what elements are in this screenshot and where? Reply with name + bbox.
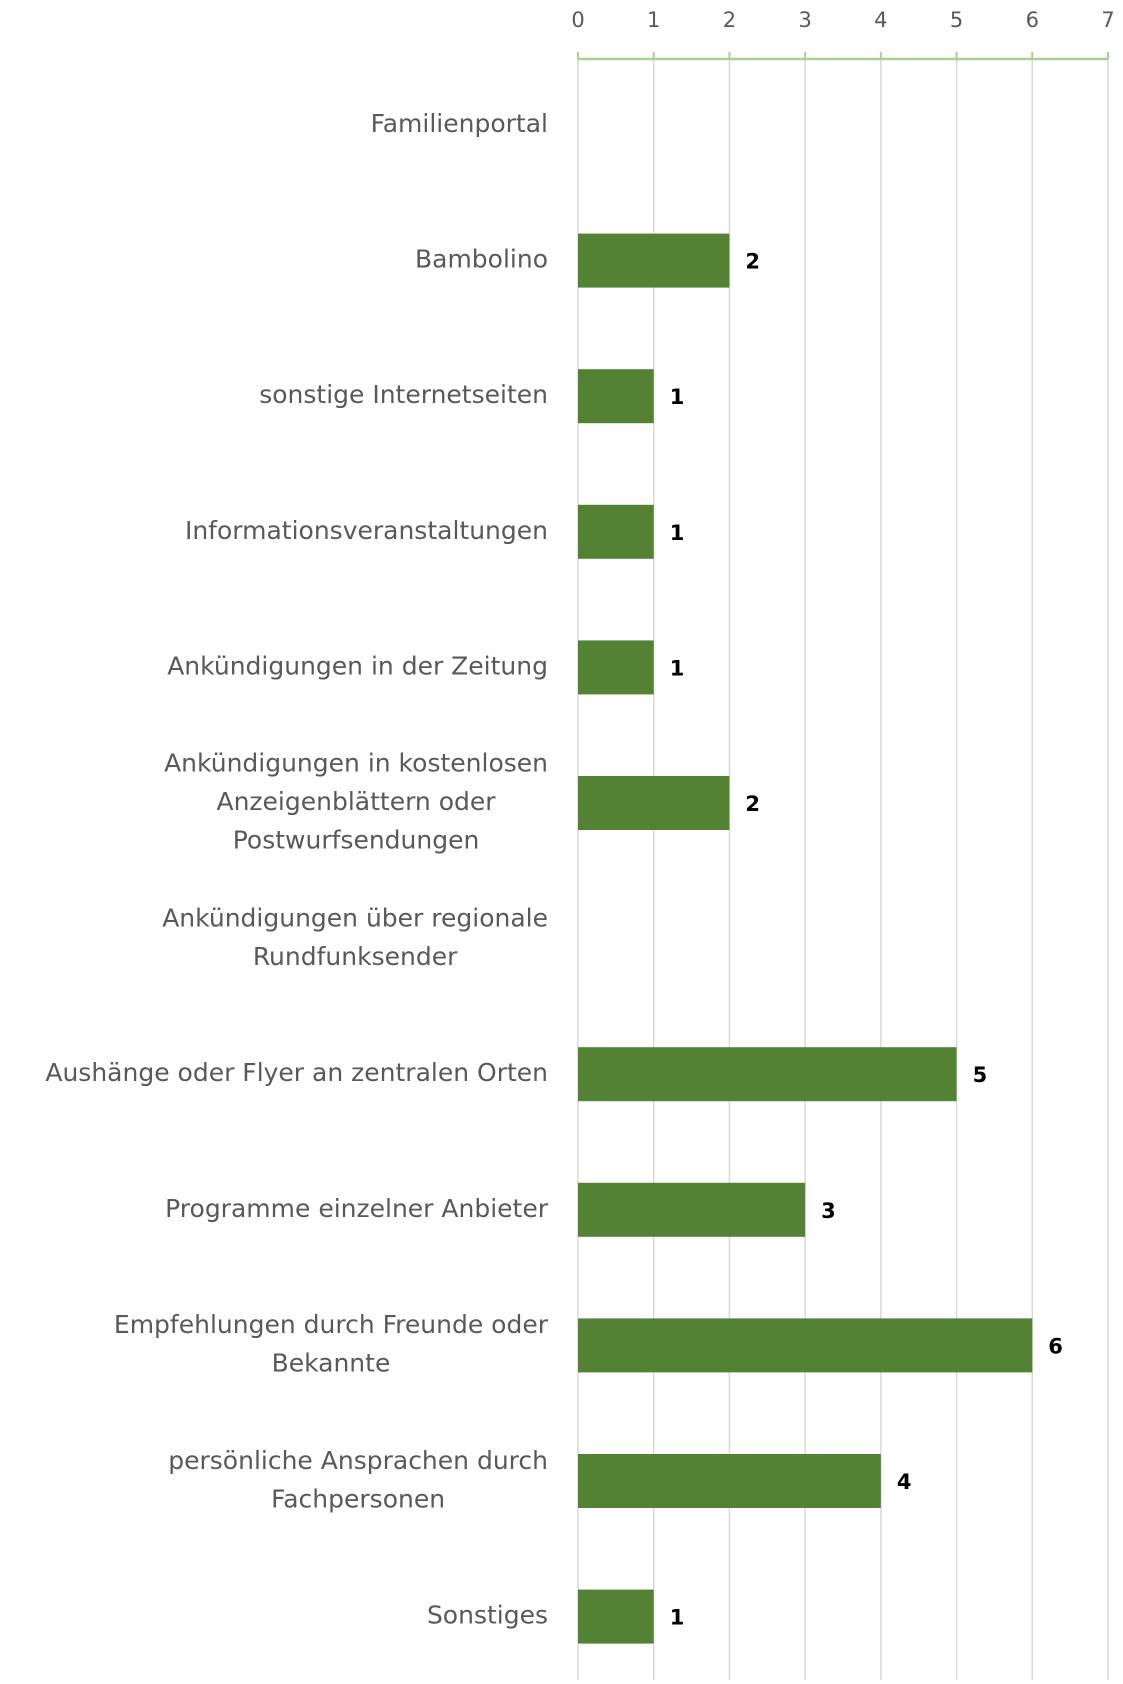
bar bbox=[578, 369, 654, 424]
bar bbox=[578, 776, 730, 830]
data-label: 5 bbox=[973, 1063, 988, 1087]
bar bbox=[578, 1454, 881, 1508]
category-label: Empfehlungen durch Freunde oder bbox=[114, 1310, 549, 1339]
category-label: Anzeigenblättern oder bbox=[216, 787, 496, 816]
bar bbox=[578, 1589, 654, 1644]
x-tick-label: 7 bbox=[1101, 8, 1114, 32]
category-label: Ankündigungen in kostenlosen bbox=[164, 749, 548, 778]
bar bbox=[578, 1182, 806, 1237]
category-label: Aushänge oder Flyer an zentralen Orten bbox=[45, 1058, 548, 1087]
x-tick-label: 0 bbox=[571, 8, 584, 32]
x-tick-label: 5 bbox=[950, 8, 963, 32]
category-label: Ankündigungen über regionale bbox=[162, 903, 548, 932]
category-label: sonstige Internetseiten bbox=[259, 380, 548, 409]
x-tick-label: 4 bbox=[874, 8, 887, 32]
data-label: 1 bbox=[670, 385, 685, 409]
category-label: Bekannte bbox=[272, 1349, 391, 1378]
x-tick-label: 6 bbox=[1026, 8, 1039, 32]
data-label: 2 bbox=[745, 250, 760, 274]
category-label: Programme einzelner Anbieter bbox=[165, 1194, 549, 1223]
data-label: 1 bbox=[670, 656, 685, 680]
category-label: Familienportal bbox=[371, 109, 548, 138]
category-label: Sonstiges bbox=[427, 1601, 548, 1630]
bar bbox=[578, 1318, 1033, 1373]
data-label: 6 bbox=[1048, 1334, 1063, 1358]
category-label: persönliche Ansprachen durch bbox=[168, 1446, 548, 1475]
data-label: 1 bbox=[670, 521, 685, 545]
x-tick-label: 1 bbox=[647, 8, 660, 32]
bar bbox=[578, 233, 730, 288]
bar bbox=[578, 640, 654, 695]
category-label: Ankündigungen in der Zeitung bbox=[167, 651, 548, 680]
category-label: Bambolino bbox=[415, 245, 548, 274]
data-label: 2 bbox=[745, 792, 760, 816]
x-tick-label: 2 bbox=[723, 8, 736, 32]
bar bbox=[578, 504, 654, 559]
category-label: Postwurfsendungen bbox=[233, 826, 480, 855]
category-label: Informationsveranstaltungen bbox=[185, 516, 548, 545]
bar bbox=[578, 1047, 957, 1102]
category-label: Rundfunksender bbox=[253, 942, 458, 971]
data-label: 3 bbox=[821, 1199, 836, 1223]
data-label: 1 bbox=[670, 1606, 685, 1630]
category-label: Fachpersonen bbox=[271, 1484, 445, 1513]
x-tick-label: 3 bbox=[798, 8, 811, 32]
data-label: 4 bbox=[897, 1470, 912, 1494]
